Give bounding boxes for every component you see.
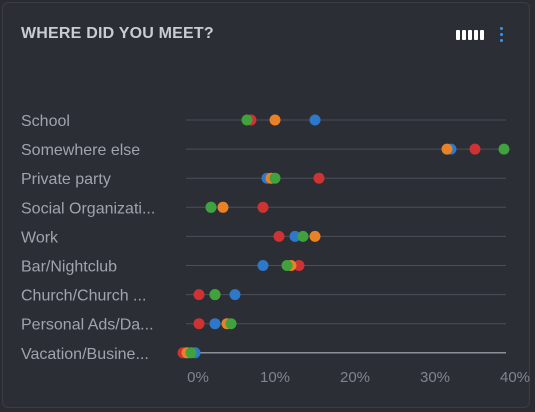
data-point[interactable] — [241, 114, 253, 126]
data-point[interactable] — [289, 230, 301, 242]
data-point[interactable] — [498, 143, 510, 155]
data-point[interactable] — [193, 289, 205, 301]
data-point[interactable] — [209, 318, 221, 330]
data-point[interactable] — [441, 143, 453, 155]
data-point[interactable] — [273, 230, 285, 242]
category-label: Vacation/Busine... — [21, 346, 149, 363]
data-point[interactable] — [281, 260, 293, 271]
data-point[interactable] — [225, 318, 237, 330]
data-point[interactable] — [313, 172, 325, 184]
x-tick-label: 20% — [340, 369, 370, 386]
data-point[interactable] — [185, 347, 197, 359]
data-point[interactable] — [257, 201, 269, 213]
data-point[interactable] — [269, 172, 281, 184]
bar-chart-icon[interactable] — [456, 29, 484, 40]
category-label: Social Organizati... — [21, 200, 155, 217]
x-tick-label: 0% — [187, 369, 209, 386]
data-point[interactable] — [217, 201, 229, 213]
category-label: Somewhere else — [21, 142, 140, 159]
x-tick-label: 30% — [420, 369, 450, 386]
data-point[interactable] — [269, 114, 281, 126]
data-point[interactable] — [209, 289, 221, 301]
category-label: Bar/Nightclub — [21, 259, 117, 276]
category-label: School — [21, 113, 70, 130]
data-point[interactable] — [229, 289, 241, 301]
data-point[interactable] — [297, 230, 309, 242]
category-label: Church/Church ... — [21, 288, 146, 305]
data-point[interactable] — [257, 260, 269, 271]
data-point[interactable] — [309, 230, 321, 242]
data-point[interactable] — [193, 318, 205, 330]
category-label: Personal Ads/Da... — [21, 317, 154, 334]
x-tick-label: 10% — [260, 369, 290, 386]
category-label: Private party — [21, 171, 111, 188]
data-point[interactable] — [309, 114, 321, 126]
vertical-dots-icon[interactable] — [498, 27, 505, 42]
data-point[interactable] — [293, 260, 305, 271]
data-point[interactable] — [469, 143, 481, 155]
x-tick-label: 40% — [500, 369, 530, 386]
category-label: Work — [21, 229, 59, 246]
widget-toolbar — [456, 27, 505, 42]
widget-title: WHERE DID YOU MEET? — [21, 25, 214, 42]
data-point[interactable] — [205, 201, 217, 213]
